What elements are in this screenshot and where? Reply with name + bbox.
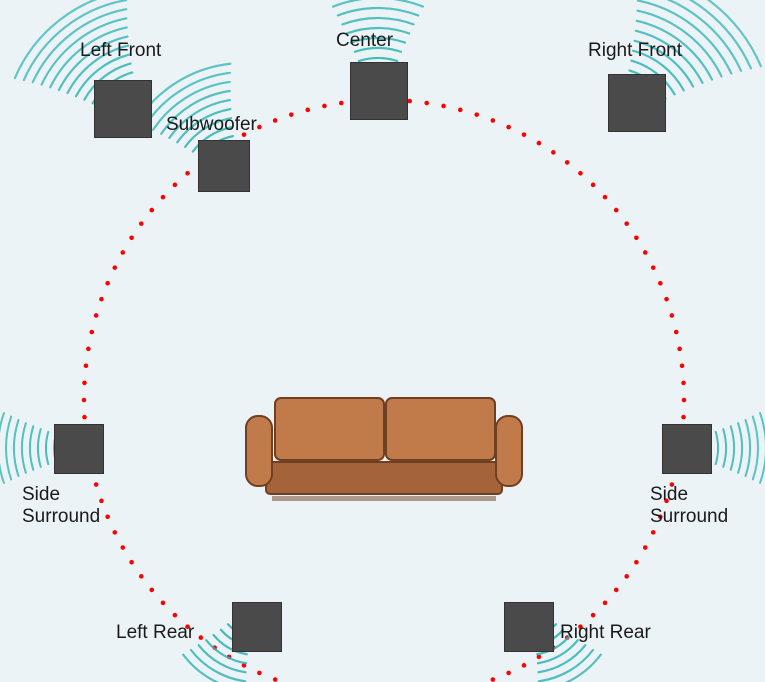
speaker-left-front <box>94 80 152 138</box>
label-subwoofer: Subwoofer <box>166 114 257 136</box>
speaker-subwoofer <box>198 140 250 192</box>
label-right-front: Right Front <box>588 40 682 62</box>
label-side-right: Side Surround <box>650 484 728 528</box>
speaker-right-rear <box>504 602 554 652</box>
label-side-left: Side Surround <box>22 484 100 528</box>
speaker-right-front <box>608 74 666 132</box>
speaker-side-right <box>662 424 712 474</box>
speaker-center <box>350 62 408 120</box>
speaker-side-left <box>54 424 104 474</box>
label-left-front: Left Front <box>80 40 161 62</box>
speaker-left-rear <box>232 602 282 652</box>
label-left-rear: Left Rear <box>116 622 194 644</box>
label-right-rear: Right Rear <box>560 622 651 644</box>
surround-diagram: Left Front Subwoofer Center Right Front Side… <box>0 0 765 682</box>
label-center: Center <box>336 30 393 52</box>
